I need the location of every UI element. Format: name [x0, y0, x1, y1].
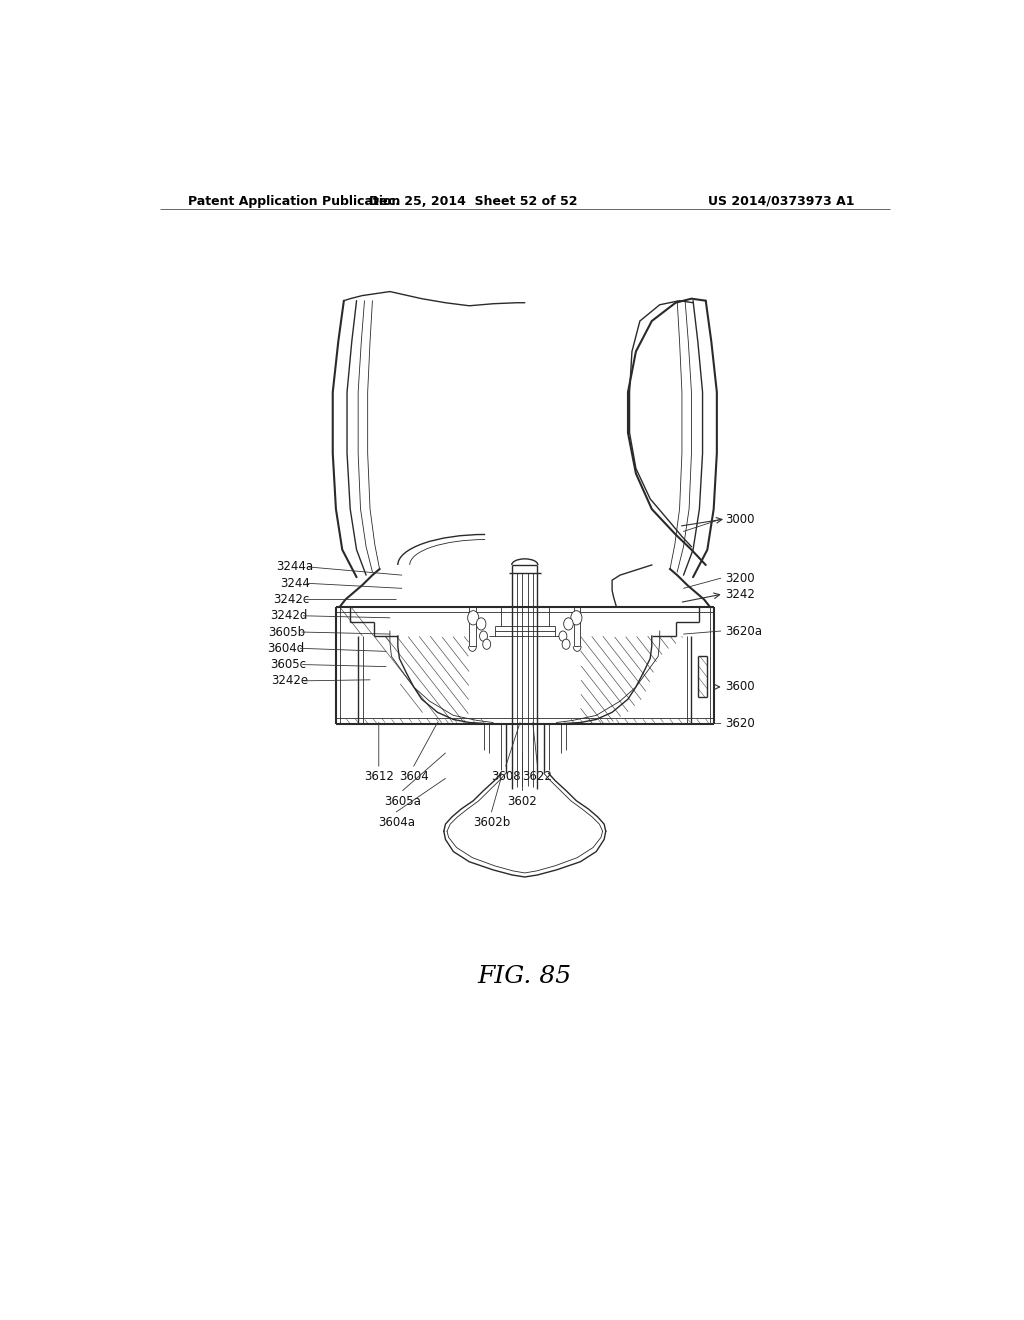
Text: 3608: 3608 — [490, 771, 520, 783]
Text: 3622: 3622 — [522, 771, 552, 783]
Text: 3604d: 3604d — [267, 642, 304, 655]
Circle shape — [468, 611, 479, 624]
Circle shape — [476, 618, 486, 630]
Text: 3602b: 3602b — [473, 816, 510, 829]
Circle shape — [479, 631, 487, 642]
Text: 3604a: 3604a — [378, 816, 415, 829]
Text: 3604: 3604 — [398, 771, 429, 783]
Text: 3620: 3620 — [725, 717, 755, 730]
Text: Dec. 25, 2014  Sheet 52 of 52: Dec. 25, 2014 Sheet 52 of 52 — [369, 195, 578, 209]
Text: 3242: 3242 — [725, 587, 755, 601]
Text: 3000: 3000 — [725, 512, 755, 525]
Text: 3244a: 3244a — [275, 561, 313, 573]
Text: 3620a: 3620a — [725, 624, 762, 638]
Text: 3242d: 3242d — [270, 610, 307, 622]
Text: Patent Application Publication: Patent Application Publication — [187, 195, 400, 209]
Circle shape — [562, 639, 570, 649]
Text: 3244: 3244 — [281, 577, 310, 590]
Text: 3602: 3602 — [508, 795, 538, 808]
Text: FIG. 85: FIG. 85 — [478, 965, 571, 989]
Text: 3612: 3612 — [364, 771, 393, 783]
Circle shape — [563, 618, 573, 630]
Circle shape — [570, 611, 582, 624]
Text: 3600: 3600 — [725, 680, 755, 693]
Text: 3605c: 3605c — [270, 659, 306, 671]
Text: 3242e: 3242e — [271, 675, 308, 688]
Circle shape — [559, 631, 567, 642]
Text: US 2014/0373973 A1: US 2014/0373973 A1 — [708, 195, 854, 209]
Text: 3200: 3200 — [725, 572, 755, 585]
Text: 3605b: 3605b — [268, 626, 306, 639]
Text: 3242c: 3242c — [272, 593, 309, 606]
Text: 3605a: 3605a — [384, 795, 421, 808]
Circle shape — [482, 639, 490, 649]
